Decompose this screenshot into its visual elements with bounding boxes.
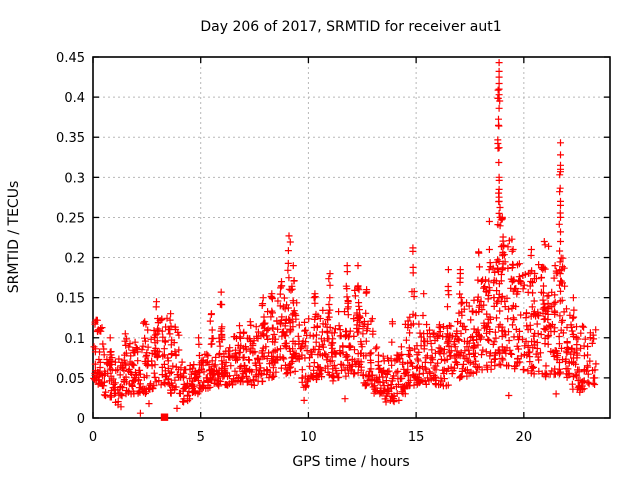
x-tick-label: 20 — [516, 430, 533, 445]
x-tick-label: 0 — [89, 430, 97, 445]
chart-title: Day 206 of 2017, SRMTID for receiver aut… — [200, 19, 501, 35]
x-tick-labels: 0 5 10 15 20 — [89, 430, 532, 445]
square-marker-point — [160, 413, 169, 421]
y-tick-label: 0.4 — [64, 91, 85, 106]
y-tick-label: 0.15 — [56, 292, 85, 307]
x-axis-label: GPS time / hours — [292, 454, 409, 470]
y-axis-label: SRMTID / TECUs — [6, 181, 22, 294]
data-points — [90, 59, 600, 421]
y-tick-label: 0.2 — [64, 252, 85, 267]
y-tick-label: 0.1 — [64, 332, 85, 347]
y-tick-label: 0.45 — [56, 51, 85, 66]
srmtid-plus-markers — [90, 59, 600, 417]
x-tick-label: 15 — [408, 430, 425, 445]
plot-frame — [92, 56, 611, 419]
y-tick-labels: 0 0.05 0.1 0.15 0.2 0.25 0.3 0.35 0.4 0.45 — [56, 51, 85, 427]
x-tick-label: 10 — [300, 430, 317, 445]
x-tick-label: 5 — [197, 430, 205, 445]
y-tick-label: 0 — [77, 412, 85, 427]
y-tick-label: 0.05 — [56, 372, 85, 387]
y-tick-label: 0.3 — [64, 171, 85, 186]
y-tick-label: 0.35 — [56, 131, 85, 146]
y-tick-label: 0.25 — [56, 211, 85, 226]
